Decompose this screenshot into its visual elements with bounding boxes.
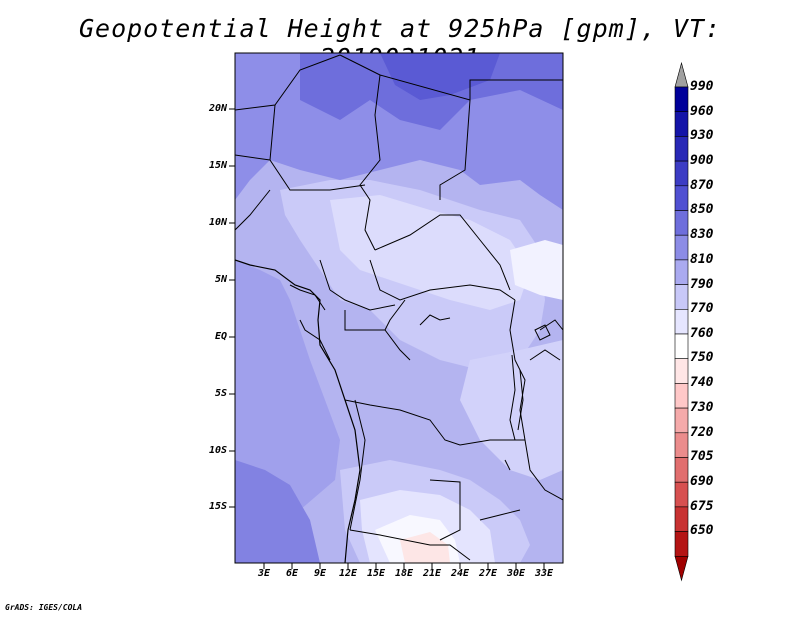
colorbar-label: 730	[690, 400, 714, 415]
colorbar-swatch	[674, 531, 689, 557]
colorbar-label: 960	[690, 104, 714, 119]
lat-ticks	[229, 108, 235, 508]
field-sw-dark	[235, 460, 320, 563]
colorbar-swatch	[674, 333, 689, 360]
colorbar-swatch	[674, 210, 689, 236]
colorbar-label: 690	[690, 474, 714, 489]
colorbar-label: 750	[690, 350, 714, 365]
colorbar-swatch	[674, 481, 689, 508]
colorbar-swatch	[674, 457, 689, 483]
colorbar-label: 850	[690, 202, 714, 217]
colorbar-label: 650	[690, 523, 714, 538]
colorbar-label: 675	[690, 499, 714, 514]
field-east-white	[510, 240, 563, 300]
lat-label: 10N	[208, 217, 227, 228]
colorbar-label: 830	[690, 227, 714, 242]
lon-label: 6E	[285, 568, 299, 579]
colorbar-label: 990	[690, 79, 714, 94]
colorbar-top-arrow	[674, 61, 689, 88]
colorbar-label: 740	[690, 375, 714, 390]
colorbar-swatch	[674, 234, 689, 261]
country-borders	[235, 54, 563, 561]
lat-label: 15S	[208, 501, 227, 512]
lon-ticks	[263, 563, 545, 569]
lon-label: 15E	[366, 568, 386, 579]
colorbar-swatch	[674, 284, 689, 310]
lon-label: 27E	[478, 568, 498, 579]
colorbar-swatch	[674, 185, 689, 211]
colorbar	[674, 61, 689, 582]
colorbar-label: 790	[690, 277, 714, 292]
colorbar-swatch	[674, 358, 689, 384]
colorbar-swatch	[674, 383, 689, 409]
colorbar-swatch	[674, 86, 689, 113]
colorbar-swatch	[674, 432, 689, 458]
field-south-pink	[400, 532, 450, 563]
colorbar-label: 930	[690, 128, 714, 143]
colorbar-label: 900	[690, 153, 714, 168]
lon-label: 21E	[422, 568, 442, 579]
lat-label: 5S	[214, 388, 227, 399]
colorbar-swatch	[674, 136, 689, 162]
lon-label: 18E	[394, 568, 414, 579]
lat-label: 10S	[208, 445, 227, 456]
lat-label: 5N	[214, 274, 227, 285]
lakes	[419, 314, 551, 471]
coastline	[235, 259, 361, 563]
lon-label: 24E	[450, 568, 470, 579]
colorbar-label: 870	[690, 178, 714, 193]
lat-label: EQ	[214, 331, 227, 342]
lat-label: 20N	[208, 103, 227, 114]
colorbar-swatch	[674, 407, 689, 434]
colorbar-swatch	[674, 259, 689, 285]
colorbar-label: 720	[690, 425, 714, 440]
colorbar-swatch	[674, 506, 689, 532]
lon-label: 12E	[338, 568, 358, 579]
field-central-lighter	[330, 195, 530, 310]
colorbar-swatch	[674, 111, 689, 137]
colorbar-label: 705	[690, 449, 714, 464]
lon-label: 9E	[313, 568, 327, 579]
map-frame	[234, 52, 564, 564]
colorbar-bottom-arrow	[674, 555, 689, 582]
colorbar-label: 760	[690, 326, 714, 341]
colorbar-swatch	[674, 308, 689, 335]
field-north-darkest	[380, 53, 500, 100]
lat-label: 15N	[208, 160, 227, 171]
lon-label: 33E	[534, 568, 554, 579]
colorbar-label: 810	[690, 252, 714, 267]
lon-label: 3E	[257, 568, 271, 579]
colorbar-label: 770	[690, 301, 714, 316]
colorbar-swatch	[674, 160, 689, 187]
credit-text: GrADS: IGES/COLA	[5, 603, 83, 612]
lon-label: 30E	[506, 568, 526, 579]
